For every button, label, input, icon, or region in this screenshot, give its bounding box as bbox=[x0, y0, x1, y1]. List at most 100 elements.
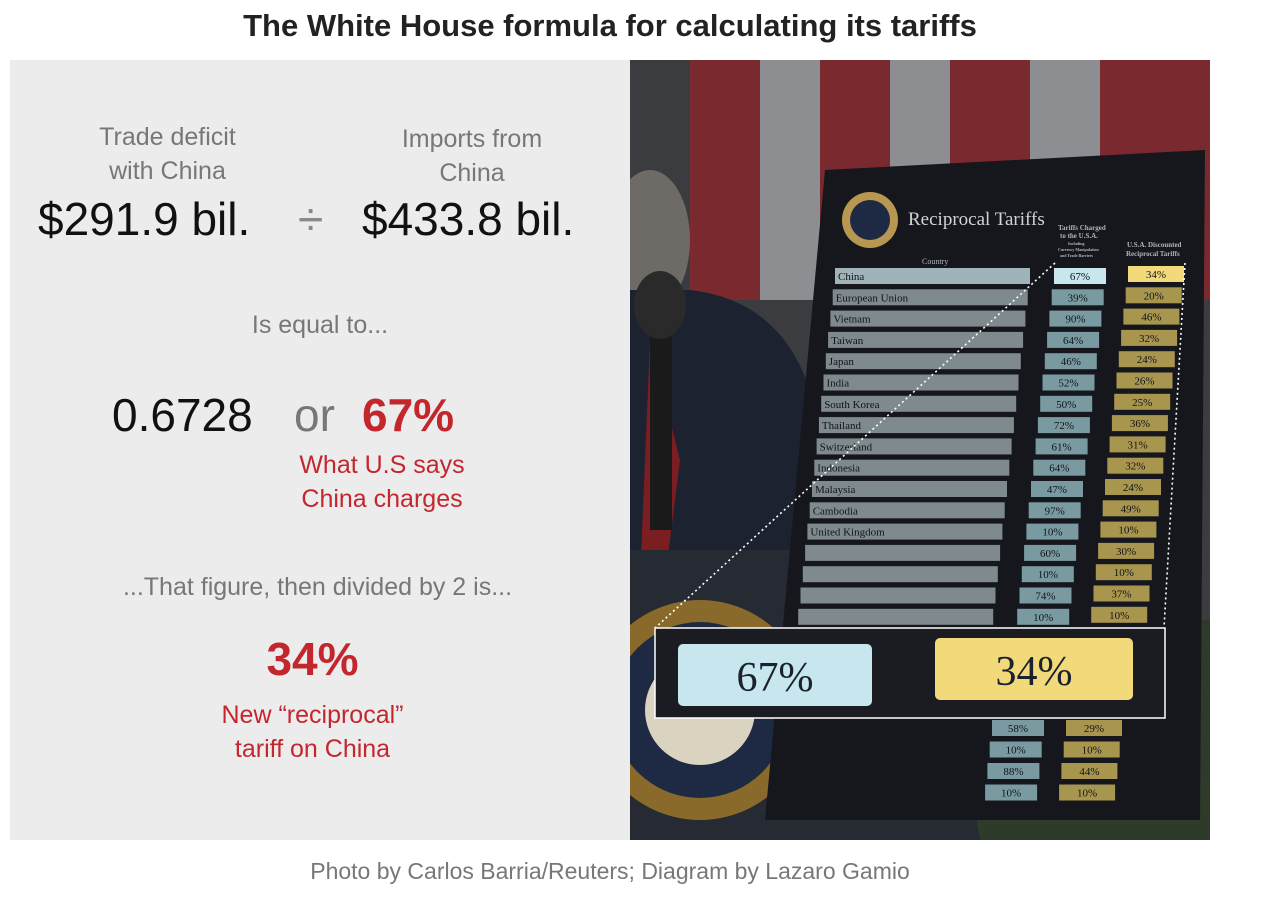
board-discounted-value: 30% bbox=[1116, 546, 1136, 558]
zoom-discounted-cell bbox=[935, 638, 1133, 700]
board-row: Vietnam 90% 46% bbox=[830, 308, 1180, 327]
numerator-value: $291.9 bil. bbox=[38, 193, 251, 245]
photo-tariff-board: Reciprocal Tariffs Country Tariffs Charg… bbox=[630, 60, 1210, 840]
board-discounted-cell bbox=[1091, 606, 1148, 623]
numerator-label: Trade deficit with China bbox=[70, 120, 265, 188]
board-charged-cell bbox=[1035, 438, 1088, 455]
board-discounted-value: 32% bbox=[1139, 333, 1159, 345]
speaker-figure bbox=[630, 170, 810, 600]
board-country-cell bbox=[825, 353, 1021, 370]
board-charged-value: 52% bbox=[1058, 378, 1078, 390]
board-charged-value: 46% bbox=[1061, 356, 1081, 368]
board-charged-value: 90% bbox=[1065, 314, 1085, 326]
board-charged-cell bbox=[1042, 374, 1095, 391]
numerator-label-line2: with China bbox=[109, 157, 226, 185]
divide-operator: ÷ bbox=[298, 193, 324, 245]
board-charged-cell bbox=[1054, 268, 1106, 284]
board-charged-value: 10% bbox=[1042, 527, 1062, 539]
equals-label: Is equal to... bbox=[251, 311, 389, 339]
board-country-name: India bbox=[827, 378, 850, 390]
board-country-cell bbox=[835, 268, 1030, 284]
board-row: Thailand 72% 36% bbox=[818, 415, 1168, 434]
denominator-label: Imports from China bbox=[372, 122, 572, 190]
halved-note-line2: tariff on China bbox=[234, 735, 391, 763]
board-discounted-value: 10% bbox=[1114, 567, 1134, 579]
board-country-cell bbox=[814, 459, 1010, 476]
board-charged-value: 64% bbox=[1049, 463, 1069, 475]
board-discounted-value: 44% bbox=[1079, 766, 1099, 778]
board-country-cell bbox=[823, 374, 1019, 391]
board-charged-value: 10% bbox=[1001, 788, 1021, 800]
board-country-name: Thailand bbox=[822, 420, 862, 432]
board-row: 10% 10% bbox=[798, 606, 1148, 625]
board-discounted-cell bbox=[1128, 266, 1184, 282]
ratio-value: 0.6728 bbox=[112, 389, 253, 441]
numerator-label-line1: Trade deficit bbox=[99, 123, 236, 151]
zoom-charged-cell bbox=[678, 644, 872, 706]
tariff-board-illustration: Reciprocal Tariffs Country Tariffs Charg… bbox=[630, 60, 1210, 840]
board-charged-cell bbox=[1021, 566, 1074, 583]
board-country-name: Switzerland bbox=[820, 441, 873, 453]
board-charged-cell bbox=[1019, 587, 1072, 604]
board-heading: Reciprocal Tariffs bbox=[908, 209, 1045, 230]
board-charged-value: 88% bbox=[1003, 766, 1023, 778]
board-discounted-cell bbox=[1118, 351, 1175, 368]
board-discounted-cell bbox=[1109, 436, 1166, 453]
board-discounted-value: 46% bbox=[1141, 312, 1161, 324]
board-discounted-value: 10% bbox=[1077, 788, 1097, 800]
percent-value: 67% bbox=[362, 389, 455, 441]
board-charged-cell bbox=[1051, 289, 1104, 306]
board-discounted-value: 26% bbox=[1134, 376, 1154, 388]
board-charged-cell bbox=[989, 741, 1042, 758]
chart-title: The White House formula for calculating … bbox=[243, 8, 977, 43]
board-col-charged-4: Currency Manipulation bbox=[1058, 247, 1099, 252]
board-discounted-cell bbox=[1102, 500, 1159, 517]
board-charged-value: 10% bbox=[1006, 745, 1026, 757]
photo-credit: Photo by Carlos Barria/Reuters; Diagram … bbox=[310, 858, 910, 884]
zoom-discounted-value: 34% bbox=[996, 649, 1073, 695]
board-country-name: Indonesia bbox=[817, 463, 860, 475]
board-country-cell bbox=[828, 331, 1024, 348]
board-col-charged-3: Including bbox=[1068, 241, 1084, 246]
zoom-inset: 67% 34% bbox=[654, 627, 1166, 719]
board-charged-cell bbox=[1031, 481, 1083, 497]
board-charged-value: 60% bbox=[1040, 548, 1060, 560]
board-country-cell bbox=[802, 566, 998, 583]
halved-value: 34% bbox=[266, 633, 359, 685]
board-col-charged-2: to the U.S.A. bbox=[1060, 232, 1098, 240]
board-discounted-cell bbox=[1059, 784, 1116, 801]
board-lower-rows: 58% 29% 10% 10% 88% 44% 10% 10% bbox=[985, 720, 1122, 801]
board-country-cell bbox=[812, 481, 1007, 497]
board-country-cell bbox=[818, 417, 1014, 434]
board-row: European Union 39% 20% bbox=[832, 287, 1182, 306]
board-discounted-value: 49% bbox=[1121, 503, 1141, 515]
board-country-cell bbox=[832, 289, 1028, 306]
board-row: India 52% 26% bbox=[823, 372, 1173, 391]
board-country-cell bbox=[816, 438, 1012, 455]
board-country-name: Japan bbox=[829, 356, 855, 368]
board-charged-cell bbox=[1049, 310, 1102, 327]
board-charged-value: 50% bbox=[1056, 399, 1076, 411]
board-row: 10% 10% bbox=[985, 784, 1116, 801]
microphone-icon bbox=[634, 271, 686, 339]
board-charged-cell bbox=[987, 763, 1040, 779]
board-country-name: Cambodia bbox=[813, 505, 858, 517]
halved-label: ...That figure, then divided by 2 is... bbox=[122, 573, 513, 601]
board-row: Japan 46% 24% bbox=[825, 351, 1175, 370]
board-country-name: Vietnam bbox=[833, 314, 871, 326]
board-row: 74% 37% bbox=[800, 585, 1150, 604]
board-discounted-cell bbox=[1095, 564, 1152, 581]
tariff-board: Reciprocal Tariffs Country Tariffs Charg… bbox=[765, 150, 1205, 820]
board-charged-value: 67% bbox=[1070, 271, 1090, 283]
board-charged-value: 39% bbox=[1068, 292, 1088, 304]
board-charged-value: 72% bbox=[1054, 420, 1074, 432]
board-discounted-cell bbox=[1114, 393, 1171, 410]
percent-note: What U.S says China charges bbox=[282, 448, 482, 516]
board-charged-cell bbox=[1017, 608, 1070, 625]
board-country-cell bbox=[807, 523, 1003, 540]
board-charged-value: 64% bbox=[1063, 335, 1083, 347]
board-row: United Kingdom 10% 10% bbox=[807, 521, 1157, 540]
board-row: Taiwan 64% 32% bbox=[828, 329, 1178, 348]
board-charged-cell bbox=[1028, 502, 1081, 519]
board-discounted-value: 34% bbox=[1146, 269, 1166, 281]
